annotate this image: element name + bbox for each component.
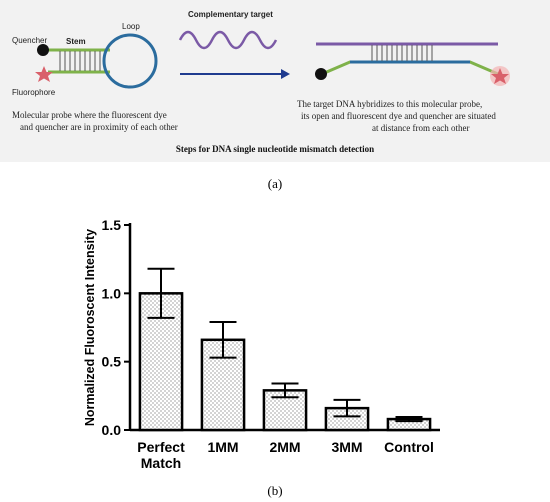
process-arrow bbox=[180, 69, 290, 79]
bar-chart: 0.0 0.5 1.0 1.5 Normalized Fluoroscent Inten… bbox=[83, 217, 440, 471]
y-axis-label: Normalized Fluoroscent Intensity bbox=[83, 229, 97, 426]
y-tick-label: 0.5 bbox=[102, 354, 122, 370]
label-fluorophore: Fluorophore bbox=[12, 88, 56, 97]
x-tick-label: Control bbox=[384, 439, 434, 455]
y-tick-label: 1.5 bbox=[102, 217, 122, 233]
label-stem: Stem bbox=[66, 37, 86, 46]
panel-a-diagram: Quencher Stem Loop Fluorophore Complemen… bbox=[0, 0, 550, 162]
right-description-line-1: The target DNA hybridizes to this molecu… bbox=[297, 99, 482, 109]
label-quencher: Quencher bbox=[12, 36, 47, 45]
x-tick-label: 1MM bbox=[207, 439, 238, 455]
x-tick-label: 3MM bbox=[331, 439, 362, 455]
loop-circle bbox=[102, 33, 158, 89]
quencher-dot-right bbox=[315, 68, 327, 80]
panel-a-title: Steps for DNA single nucleotide mismatch… bbox=[176, 144, 374, 154]
x-tick-label: Perfect bbox=[137, 439, 185, 455]
x-tick-label: Match bbox=[141, 455, 181, 471]
stem-strands bbox=[48, 48, 110, 74]
panel-b-chart: 0.0 0.5 1.0 1.5 Normalized Fluoroscent Inten… bbox=[0, 210, 550, 480]
caption-a: (a) bbox=[267, 176, 283, 191]
left-description-line-2: and quencher are in proximity of each ot… bbox=[20, 122, 178, 132]
hybridized-probe bbox=[316, 42, 499, 76]
probe-diagram: Quencher Stem Loop Fluorophore Complemen… bbox=[12, 10, 510, 154]
fluorophore-star-right bbox=[491, 68, 509, 84]
label-complementary-target: Complementary target bbox=[188, 10, 273, 19]
right-description-line-3: at distance from each other bbox=[372, 123, 469, 133]
left-description-line-1: Molecular probe where the fluorescent dy… bbox=[12, 110, 167, 120]
x-tick-label: 2MM bbox=[269, 439, 300, 455]
fluorophore-star bbox=[35, 66, 53, 82]
target-wave bbox=[178, 30, 278, 50]
caption-b: (b) bbox=[267, 483, 283, 498]
y-tick-label: 0.0 bbox=[102, 422, 122, 438]
quencher-dot bbox=[37, 44, 49, 56]
label-loop: Loop bbox=[122, 22, 140, 31]
y-tick-label: 1.0 bbox=[102, 285, 122, 301]
right-description-line-2: its open and fluorescent dye and quenche… bbox=[301, 111, 496, 121]
